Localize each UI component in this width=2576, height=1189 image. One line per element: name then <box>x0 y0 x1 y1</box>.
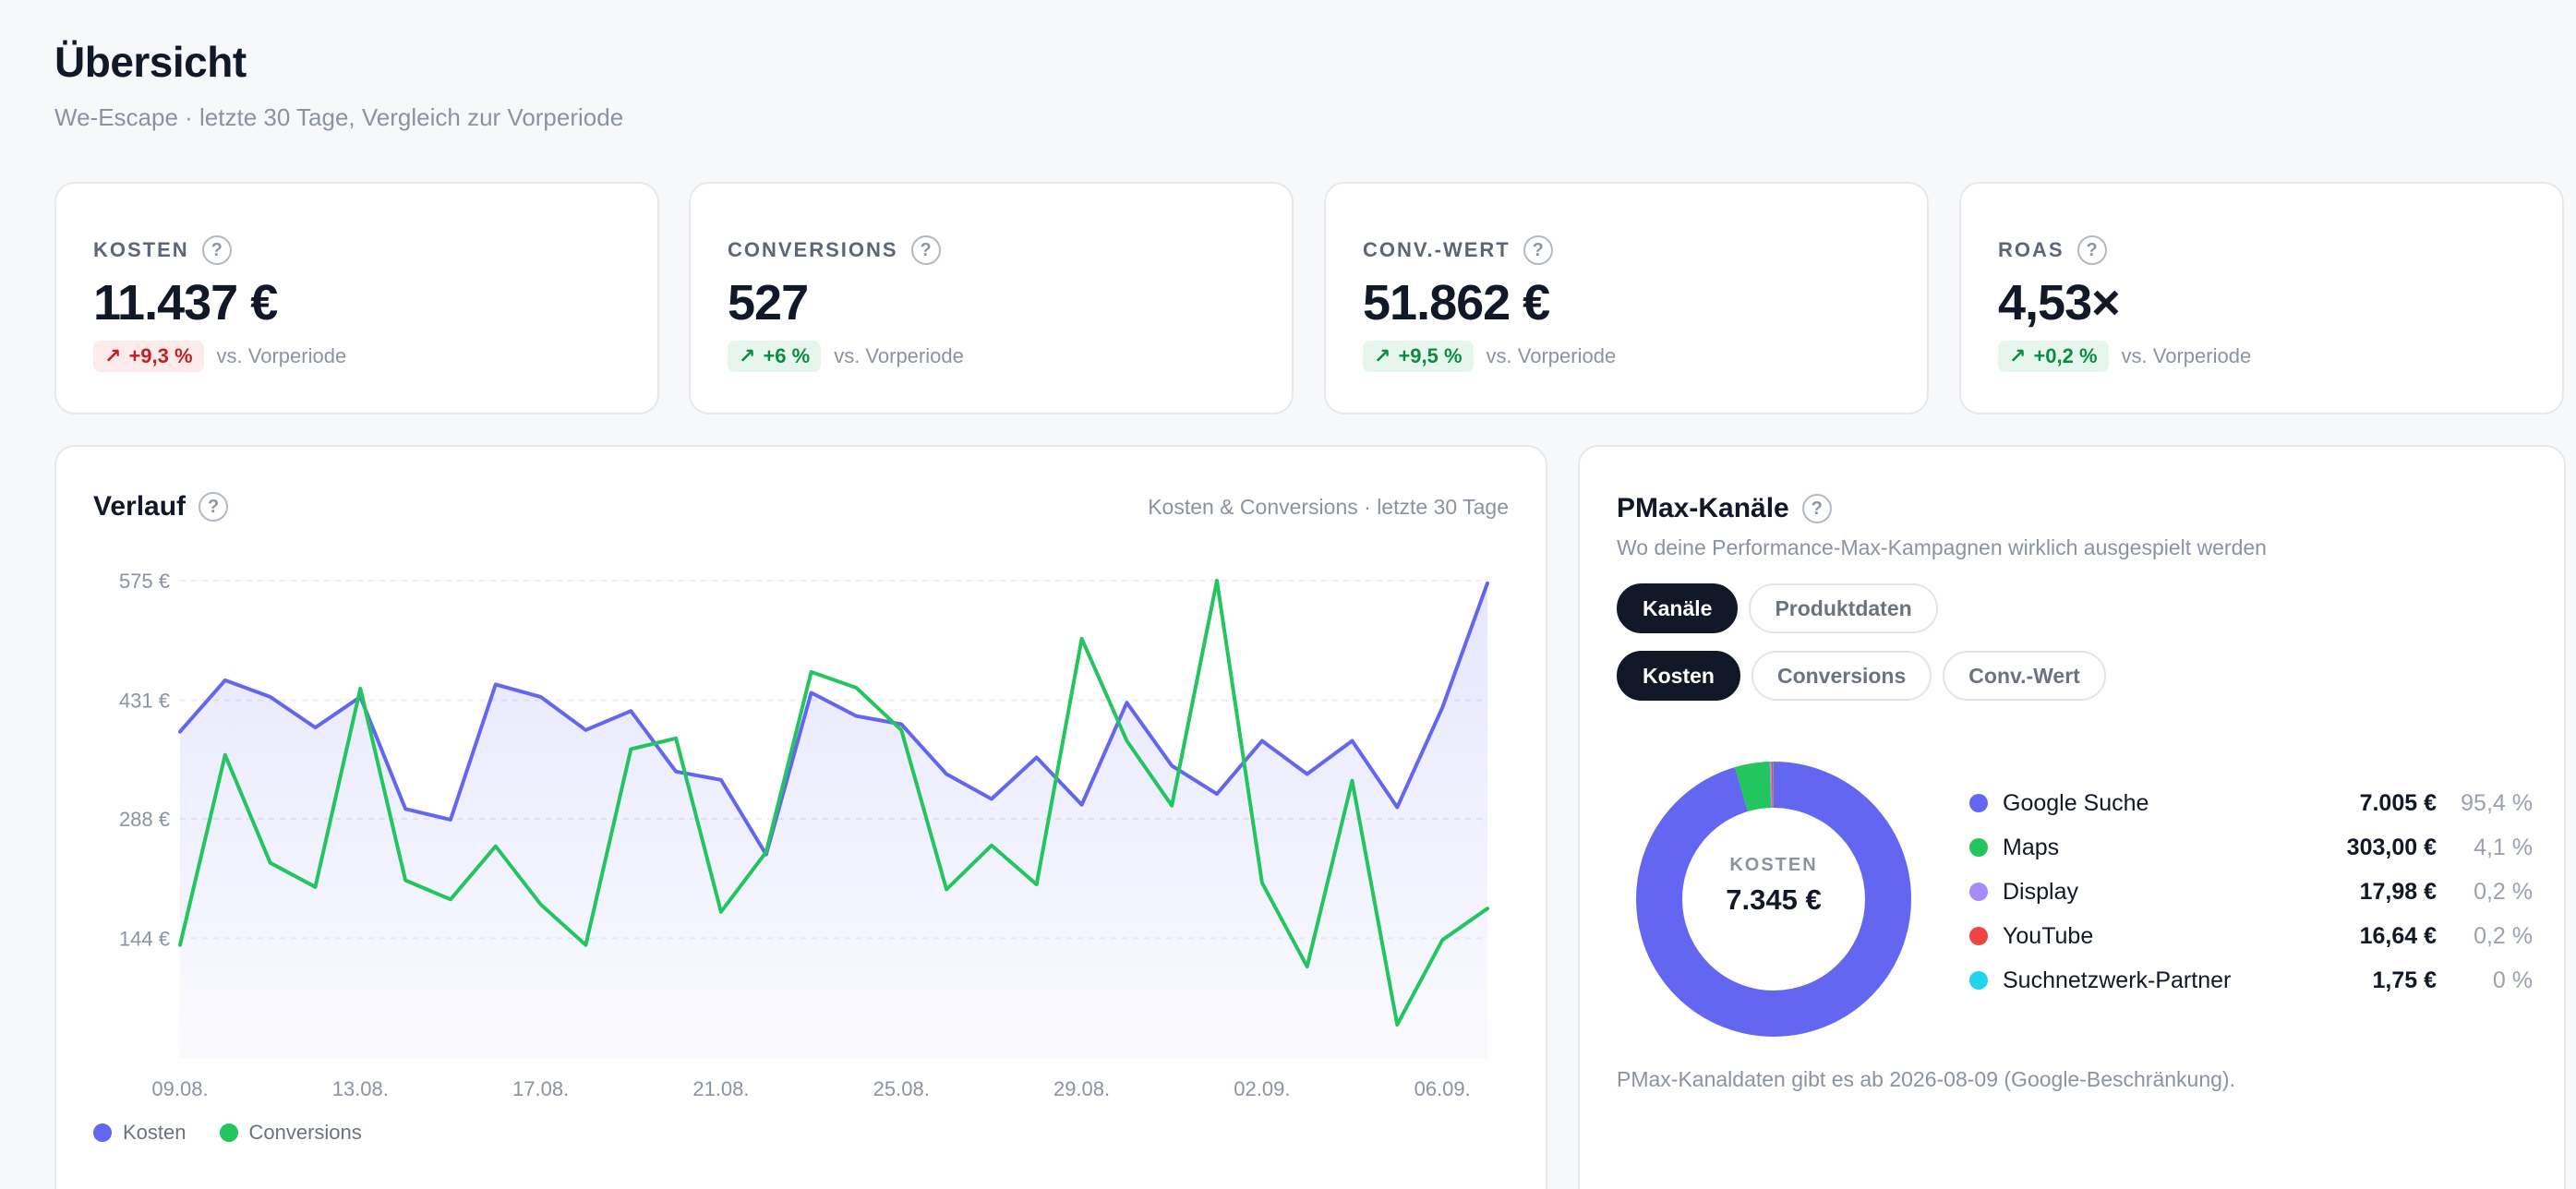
donut-slice[interactable] <box>1636 762 1911 1037</box>
metric-tabs: Kosten Conversions Conv.-Wert <box>1617 651 2106 701</box>
legend-item-conversions[interactable]: Conversions <box>219 1121 362 1145</box>
channel-dot <box>1969 838 1988 857</box>
x-tick-label: 17.08. <box>512 1077 569 1100</box>
tab-conv-wert[interactable]: Conv.-Wert <box>1943 651 2106 701</box>
card-title: Verlauf? <box>93 491 229 522</box>
page-title: Übersicht <box>54 38 247 86</box>
series-line-kosten <box>178 581 1489 857</box>
y-tick-label: 144 € <box>119 928 170 951</box>
kpi-card-roas: ROAS? 4,53× ↗ +0,2 % vs. Vorperiode <box>1959 182 2564 414</box>
donut-center: KOSTEN 7.345 € <box>1681 855 1866 917</box>
kpi-delta: ↗ +0,2 % vs. Vorperiode <box>1998 341 2251 372</box>
kpi-label: ROAS? <box>1998 235 2107 265</box>
kpi-label: CONVERSIONS? <box>728 235 941 265</box>
card-subtitle: Wo deine Performance-Max-Kampagnen wirkl… <box>1617 535 2267 559</box>
delta-badge: ↗ +9,5 % <box>1363 341 1474 372</box>
kpi-value: 51.862 € <box>1363 275 1550 330</box>
kpi-value: 11.437 € <box>93 275 278 330</box>
delta-badge: ↗ +0,2 % <box>1998 341 2109 372</box>
help-icon[interactable]: ? <box>1801 494 1832 523</box>
delta-badge: ↗ +9,3 % <box>93 341 204 372</box>
tab-kanaele[interactable]: Kanäle <box>1617 583 1739 633</box>
donut-value: 7.345 € <box>1726 883 1822 916</box>
verlauf-card: Verlauf? Kosten & Conversions · letzte 3… <box>54 445 1547 1189</box>
list-item[interactable]: Display 17,98 €0,2 % <box>1969 870 2533 914</box>
pmax-note: PMax-Kanaldaten gibt es ab 2026-08-09 (G… <box>1617 1067 2235 1091</box>
kpi-value: 527 <box>728 275 809 330</box>
y-tick-label: 288 € <box>119 808 170 831</box>
series-area-kosten <box>180 582 1487 1058</box>
channel-dot <box>1969 971 1988 990</box>
list-item[interactable]: Maps 303,00 €4,1 % <box>1969 825 2533 870</box>
help-icon[interactable]: ? <box>199 492 229 522</box>
kpi-value: 4,53× <box>1998 275 2121 330</box>
chart-caption: Kosten & Conversions · letzte 30 Tage <box>1148 495 1509 519</box>
view-tabs: Kanäle Produktdaten <box>1617 583 1938 633</box>
delta-badge: ↗ +6 % <box>728 341 822 372</box>
legend-item-kosten[interactable]: Kosten <box>93 1121 187 1145</box>
x-tick-label: 13.08. <box>332 1077 389 1100</box>
x-tick-label: 06.09. <box>1414 1077 1471 1100</box>
channel-dot <box>1969 927 1988 945</box>
trend-up-icon: ↗ <box>104 344 122 367</box>
kpi-label: KOSTEN? <box>93 235 232 265</box>
help-icon[interactable]: ? <box>910 235 941 265</box>
channel-dot <box>1969 883 1988 901</box>
list-item[interactable]: Google Suche 7.005 €95,4 % <box>1969 781 2533 825</box>
x-tick-label: 09.08. <box>151 1077 208 1100</box>
kpi-label: CONV.-WERT? <box>1363 235 1553 265</box>
y-tick-label: 575 € <box>119 570 170 593</box>
legend-dot <box>93 1123 112 1142</box>
y-tick-label: 431 € <box>119 689 170 712</box>
help-icon[interactable]: ? <box>201 235 232 265</box>
x-tick-label: 02.09. <box>1234 1077 1290 1100</box>
kpi-delta: ↗ +9,3 % vs. Vorperiode <box>93 341 346 372</box>
card-title: PMax-Kanäle? <box>1617 493 1832 524</box>
x-tick-label: 29.08. <box>1053 1077 1110 1100</box>
kpi-delta: ↗ +6 % vs. Vorperiode <box>728 341 964 372</box>
legend-dot <box>219 1123 238 1142</box>
channel-list: Google Suche 7.005 €95,4 % Maps 303,00 €4,… <box>1969 781 2533 1003</box>
kpi-card-conversions: CONVERSIONS? 527 ↗ +6 % vs. Vorperiode <box>689 182 1294 414</box>
x-tick-label: 25.08. <box>873 1077 930 1100</box>
trend-up-icon: ↗ <box>2009 344 2027 367</box>
pmax-card: PMax-Kanäle? Wo deine Performance-Max-Ka… <box>1578 445 2566 1189</box>
list-item[interactable]: Suchnetzwerk-Partner 1,75 €0 % <box>1969 958 2533 1003</box>
x-tick-label: 21.08. <box>692 1077 749 1100</box>
tab-kosten[interactable]: Kosten <box>1617 651 1740 701</box>
donut-chart <box>1636 762 1911 1037</box>
trend-up-icon: ↗ <box>739 344 756 367</box>
chart-legend: Kosten Conversions <box>93 1121 395 1145</box>
line-chart: 575 € 431 € 288 € 144 € 09.08. 13.08. 17.08. 21… <box>119 570 1489 1100</box>
help-icon[interactable]: ? <box>1523 235 1553 265</box>
series-line-conversions <box>178 579 1489 1027</box>
list-item[interactable]: YouTube 16,64 €0,2 % <box>1969 914 2533 958</box>
channel-dot <box>1969 794 1988 812</box>
trend-up-icon: ↗ <box>1374 344 1391 367</box>
donut-label: KOSTEN <box>1729 855 1818 875</box>
help-icon[interactable]: ? <box>2076 235 2107 265</box>
kpi-card-kosten: KOSTEN? 11.437 € ↗ +9,3 % vs. Vorperiode <box>54 182 659 414</box>
tab-produktdaten[interactable]: Produktdaten <box>1749 583 1938 633</box>
kpi-card-conv-wert: CONV.-WERT? 51.862 € ↗ +9,5 % vs. Vorperi… <box>1324 182 1929 414</box>
page-subtitle: We-Escape · letzte 30 Tage, Vergleich zu… <box>54 103 624 131</box>
tab-conversions[interactable]: Conversions <box>1751 651 1932 701</box>
kpi-delta: ↗ +9,5 % vs. Vorperiode <box>1363 341 1616 372</box>
